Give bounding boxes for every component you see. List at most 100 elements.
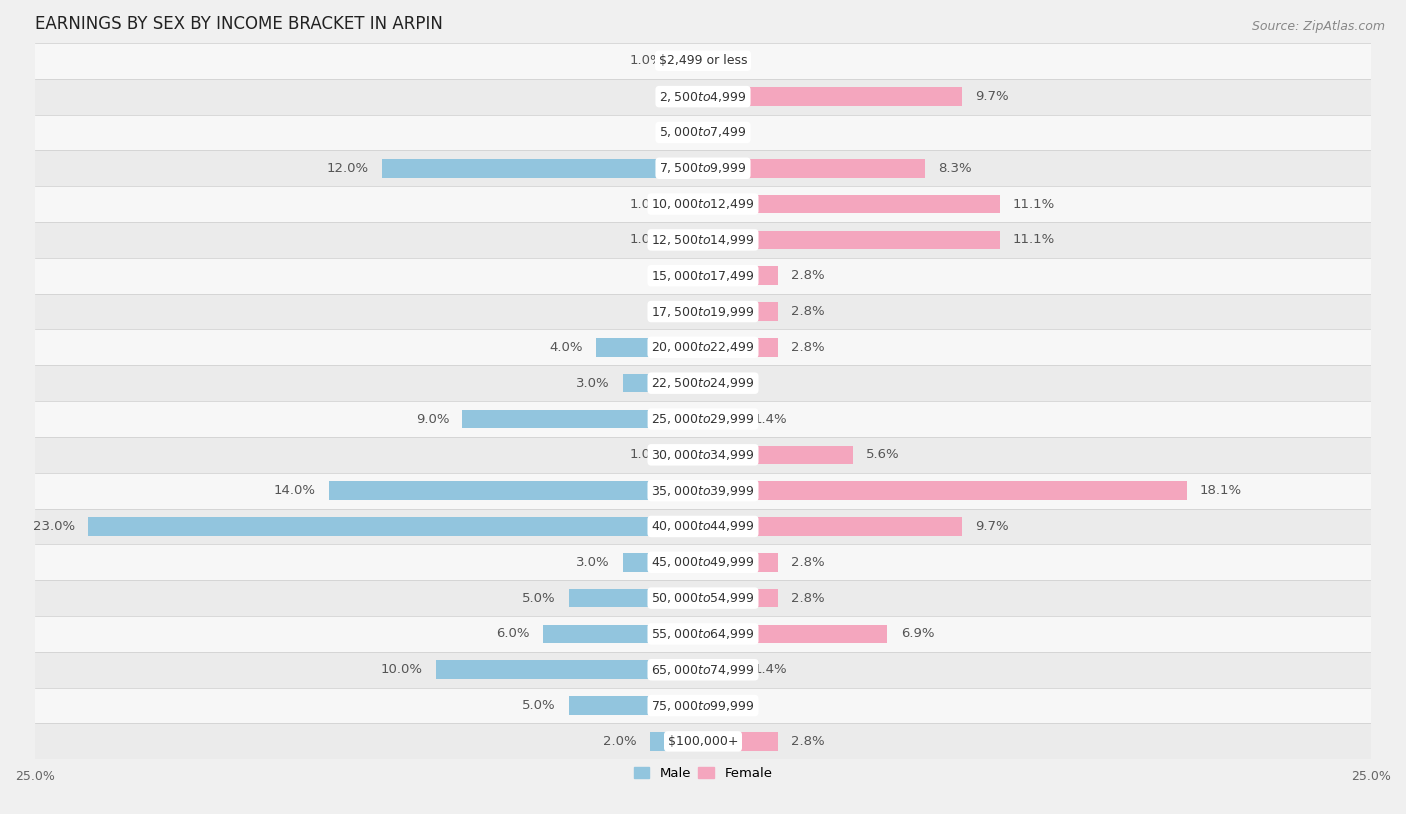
Text: 3.0%: 3.0%	[576, 377, 609, 390]
Text: 23.0%: 23.0%	[32, 520, 75, 533]
Text: 8.3%: 8.3%	[938, 162, 972, 175]
Text: 9.7%: 9.7%	[976, 90, 1010, 103]
Bar	[35, 652, 1371, 688]
Text: 0.0%: 0.0%	[657, 269, 689, 282]
Text: EARNINGS BY SEX BY INCOME BRACKET IN ARPIN: EARNINGS BY SEX BY INCOME BRACKET IN ARP…	[35, 15, 443, 33]
Text: 18.1%: 18.1%	[1201, 484, 1241, 497]
Bar	[35, 115, 1371, 151]
Text: 14.0%: 14.0%	[274, 484, 315, 497]
Bar	[703, 553, 778, 571]
Text: 2.8%: 2.8%	[792, 735, 825, 748]
Bar	[703, 87, 962, 106]
Text: 3.0%: 3.0%	[576, 556, 609, 569]
Bar	[543, 624, 703, 643]
Text: 1.0%: 1.0%	[630, 234, 662, 247]
Text: $65,000 to $74,999: $65,000 to $74,999	[651, 663, 755, 676]
Text: $10,000 to $12,499: $10,000 to $12,499	[651, 197, 755, 211]
Text: $45,000 to $49,999: $45,000 to $49,999	[651, 555, 755, 569]
Bar	[35, 473, 1371, 509]
Bar	[703, 660, 741, 679]
Text: 11.1%: 11.1%	[1012, 234, 1056, 247]
Bar	[329, 481, 703, 500]
Bar	[623, 553, 703, 571]
Text: $5,000 to $7,499: $5,000 to $7,499	[659, 125, 747, 139]
Text: $20,000 to $22,499: $20,000 to $22,499	[651, 340, 755, 354]
Text: 1.0%: 1.0%	[630, 55, 662, 68]
Text: 5.0%: 5.0%	[523, 699, 555, 712]
Bar	[569, 696, 703, 715]
Bar	[35, 401, 1371, 437]
Bar	[703, 266, 778, 285]
Bar	[623, 374, 703, 392]
Bar	[35, 509, 1371, 545]
Bar	[35, 294, 1371, 330]
Text: 2.8%: 2.8%	[792, 556, 825, 569]
Bar	[35, 222, 1371, 258]
Text: $22,500 to $24,999: $22,500 to $24,999	[651, 376, 755, 390]
Text: 0.0%: 0.0%	[657, 305, 689, 318]
Bar	[676, 195, 703, 213]
Text: 1.0%: 1.0%	[630, 198, 662, 211]
Text: 1.4%: 1.4%	[754, 413, 787, 426]
Bar	[569, 589, 703, 607]
Bar	[89, 517, 703, 536]
Bar	[703, 302, 778, 321]
Bar	[35, 258, 1371, 294]
Text: 2.0%: 2.0%	[603, 735, 636, 748]
Bar	[703, 159, 925, 177]
Text: $7,500 to $9,999: $7,500 to $9,999	[659, 161, 747, 175]
Bar	[382, 159, 703, 177]
Bar	[703, 230, 1000, 249]
Bar	[676, 51, 703, 70]
Bar	[703, 589, 778, 607]
Bar	[703, 517, 962, 536]
Text: $12,500 to $14,999: $12,500 to $14,999	[651, 233, 755, 247]
Text: $17,500 to $19,999: $17,500 to $19,999	[651, 304, 755, 318]
Bar	[596, 338, 703, 357]
Text: 0.0%: 0.0%	[657, 126, 689, 139]
Bar	[35, 437, 1371, 473]
Bar	[703, 732, 778, 751]
Text: 0.0%: 0.0%	[717, 55, 749, 68]
Text: 2.8%: 2.8%	[792, 305, 825, 318]
Text: 12.0%: 12.0%	[326, 162, 368, 175]
Text: 1.4%: 1.4%	[754, 663, 787, 676]
Text: 10.0%: 10.0%	[381, 663, 422, 676]
Text: 2.8%: 2.8%	[792, 341, 825, 354]
Bar	[35, 151, 1371, 186]
Text: 0.0%: 0.0%	[717, 377, 749, 390]
Bar	[35, 616, 1371, 652]
Text: $75,000 to $99,999: $75,000 to $99,999	[651, 698, 755, 712]
Text: 11.1%: 11.1%	[1012, 198, 1056, 211]
Bar	[35, 545, 1371, 580]
Bar	[703, 195, 1000, 213]
Text: 9.7%: 9.7%	[976, 520, 1010, 533]
Bar	[703, 624, 887, 643]
Bar	[35, 186, 1371, 222]
Text: 0.0%: 0.0%	[657, 90, 689, 103]
Bar	[463, 409, 703, 428]
Bar	[703, 409, 741, 428]
Text: $25,000 to $29,999: $25,000 to $29,999	[651, 412, 755, 426]
Bar	[35, 79, 1371, 115]
Bar	[35, 688, 1371, 724]
Bar	[676, 230, 703, 249]
Bar	[650, 732, 703, 751]
Text: $55,000 to $64,999: $55,000 to $64,999	[651, 627, 755, 641]
Bar	[436, 660, 703, 679]
Text: 9.0%: 9.0%	[416, 413, 449, 426]
Text: $30,000 to $34,999: $30,000 to $34,999	[651, 448, 755, 462]
Bar	[35, 365, 1371, 401]
Text: 2.8%: 2.8%	[792, 592, 825, 605]
Text: 0.0%: 0.0%	[717, 699, 749, 712]
Bar	[35, 330, 1371, 365]
Text: 4.0%: 4.0%	[550, 341, 582, 354]
Text: $35,000 to $39,999: $35,000 to $39,999	[651, 484, 755, 497]
Bar	[703, 445, 852, 464]
Bar	[676, 445, 703, 464]
Bar	[703, 481, 1187, 500]
Text: $2,500 to $4,999: $2,500 to $4,999	[659, 90, 747, 103]
Bar	[35, 43, 1371, 79]
Text: 0.0%: 0.0%	[717, 126, 749, 139]
Text: 2.8%: 2.8%	[792, 269, 825, 282]
